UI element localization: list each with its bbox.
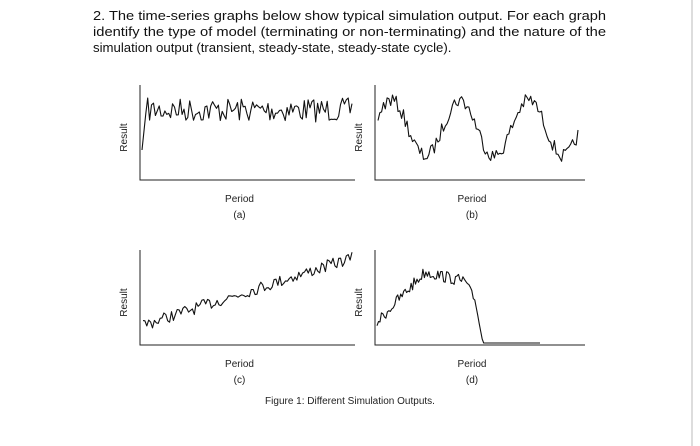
y-axis-label: Result [354, 123, 365, 152]
axes [374, 250, 585, 346]
y-axis-label: Result [354, 288, 365, 317]
graph-caption: (c) [234, 375, 246, 386]
question-line: simulation output (transient, steady-sta… [93, 40, 451, 55]
question-line: 2. The time-series graphs below show typ… [93, 8, 606, 23]
y-axis-label: Result [119, 288, 130, 317]
y-axis-label: Result [119, 123, 130, 152]
simulation-trace [377, 94, 579, 162]
x-axis-label: Period [458, 194, 487, 205]
question-line: identify the type of model (terminating … [93, 24, 606, 39]
x-axis-label: Period [225, 359, 254, 370]
simulation-trace [376, 268, 540, 344]
x-axis-label: Period [225, 194, 254, 205]
simulation-trace [142, 252, 353, 329]
figure-caption: Figure 1: Different Simulation Outputs. [265, 396, 435, 407]
graph-caption: (d) [466, 375, 478, 386]
graph-caption: (b) [466, 210, 478, 221]
figure: Result Period (a) Result Period (b) Result Peri… [119, 85, 585, 386]
axes [139, 85, 355, 181]
x-axis-label: Period [458, 359, 487, 370]
axes [374, 85, 585, 181]
simulation-trace [141, 97, 353, 151]
axes [139, 250, 355, 346]
graph-caption: (a) [233, 210, 245, 221]
